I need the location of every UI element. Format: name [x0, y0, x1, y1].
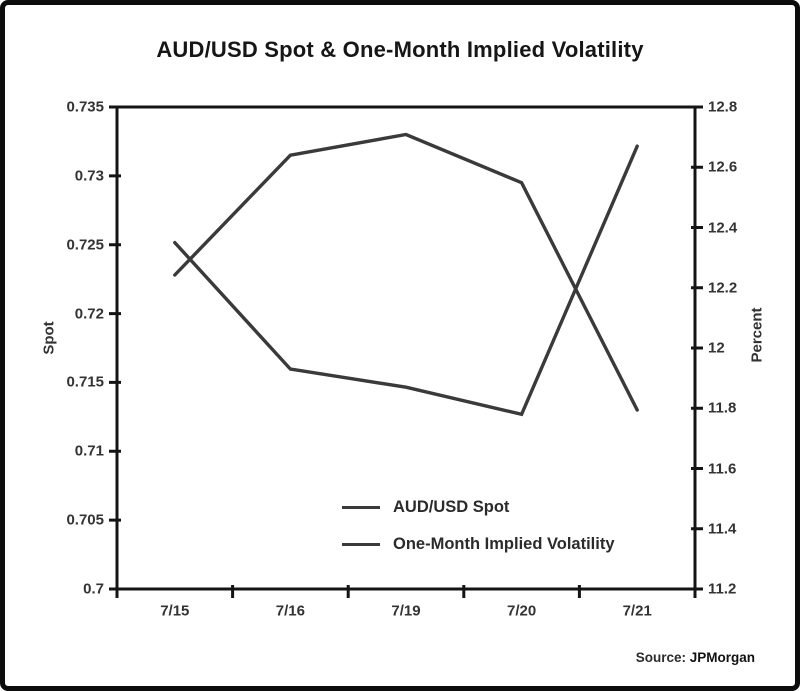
y-left-tick-label: 0.7 [83, 580, 104, 598]
y-right-tick-label: 11.4 [708, 520, 737, 538]
y-left-tick-label: 0.735 [66, 98, 104, 116]
y-right-tick-label: 11.2 [708, 580, 737, 598]
left-axis-title: Spot [40, 321, 58, 355]
y-right-tick-label: 12.2 [708, 279, 738, 297]
y-left-tick-label: 0.725 [66, 236, 104, 254]
source-org: JPMorgan [689, 650, 755, 665]
y-right-tick-label: 12.4 [708, 219, 738, 236]
legend-item-volatility: One-Month Implied Volatility [342, 526, 615, 563]
y-left-tick-label: 0.705 [66, 511, 104, 529]
x-tick-label: 7/16 [275, 602, 305, 620]
spot-line [173, 132, 639, 412]
y-right-tick-label: 12.6 [708, 158, 738, 176]
source-prefix: Source: [635, 650, 686, 665]
chart-title: AUD/USD Spot & One-Month Implied Volatil… [156, 37, 644, 62]
y-left-tick-label: 0.715 [66, 373, 104, 391]
right-axis-title: Percent [748, 307, 766, 363]
y-left-tick-label: 0.72 [74, 305, 104, 323]
plot-canvas [109, 105, 703, 598]
x-tick-label: 7/15 [160, 602, 190, 620]
y-right-tick-label: 11.6 [708, 460, 737, 477]
y-right-tick-label: 11.8 [708, 399, 737, 417]
x-tick-label: 7/20 [506, 602, 537, 620]
legend: AUD/USD Spot One-Month Implied Volatilit… [342, 489, 615, 563]
source-note: Source: JPMorgan [636, 650, 755, 665]
legend-label-spot: AUD/USD Spot [393, 498, 510, 516]
legend-item-spot: AUD/USD Spot [342, 489, 615, 526]
x-tick-label: 7/21 [622, 602, 652, 620]
x-tick-label: 7/19 [391, 602, 421, 620]
chart-plot-area: 0.735 0.73 0.725 0.72 0.715 0.71 0.705 0.7 12.8 1… [5, 5, 795, 686]
spot-line-swatch-icon [342, 506, 380, 509]
volatility-line [173, 144, 639, 417]
y-left-tick-label: 0.73 [74, 167, 104, 185]
y-right-tick-label: 12.8 [708, 98, 738, 116]
volatility-line-swatch-icon [342, 543, 380, 546]
y-left-tick-label: 0.71 [74, 442, 104, 460]
y-right-tick-label: 12 [708, 339, 725, 357]
legend-label-volatility: One-Month Implied Volatility [393, 535, 615, 553]
